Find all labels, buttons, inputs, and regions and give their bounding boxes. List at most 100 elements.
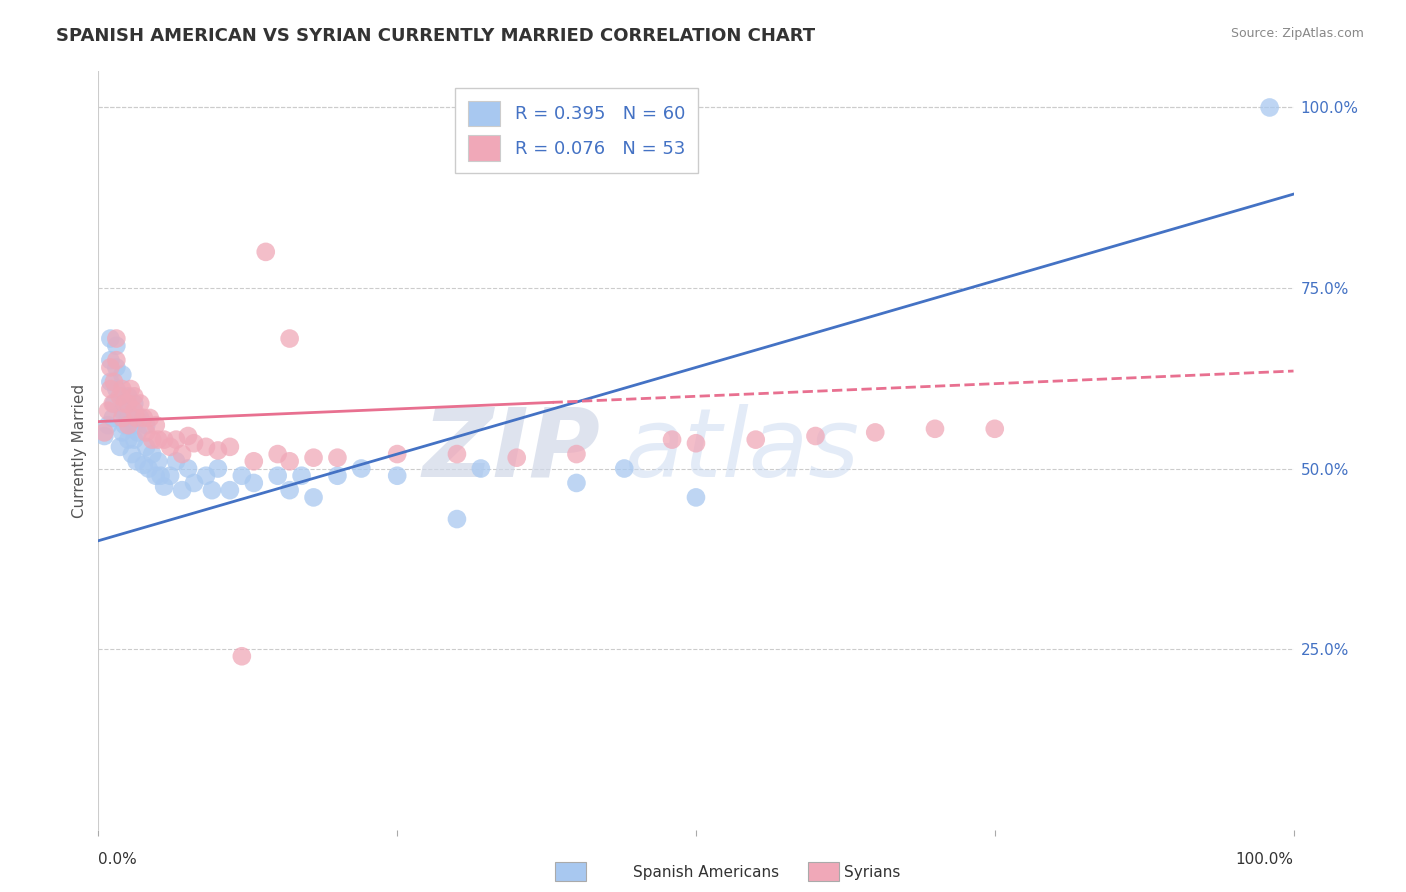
Point xyxy=(183,436,205,450)
Point xyxy=(470,461,492,475)
Point xyxy=(124,403,146,417)
Point xyxy=(103,375,125,389)
Point xyxy=(165,454,187,468)
Point xyxy=(219,483,242,498)
Point xyxy=(105,339,128,353)
Point xyxy=(105,353,128,368)
Point xyxy=(103,396,125,410)
Point xyxy=(661,433,683,447)
Point xyxy=(117,411,139,425)
Point xyxy=(111,382,134,396)
Point xyxy=(98,360,122,375)
Text: ZIP: ZIP xyxy=(422,404,600,497)
Point xyxy=(302,450,325,465)
Point xyxy=(385,468,409,483)
Point xyxy=(117,418,139,433)
Text: Syrians: Syrians xyxy=(844,865,900,880)
Point xyxy=(172,483,194,498)
Point xyxy=(685,436,707,450)
Point xyxy=(93,429,115,443)
Point xyxy=(114,418,136,433)
Point xyxy=(124,433,146,447)
Point xyxy=(506,450,529,465)
Point xyxy=(132,411,155,425)
Point xyxy=(93,425,115,440)
Point xyxy=(302,491,325,505)
Point xyxy=(231,468,253,483)
Point xyxy=(159,468,181,483)
Point xyxy=(101,396,124,410)
Point xyxy=(153,433,176,447)
Point xyxy=(115,403,138,417)
Point xyxy=(111,425,134,440)
Point xyxy=(183,475,205,490)
Point xyxy=(219,440,242,454)
Point xyxy=(149,468,172,483)
Point xyxy=(565,447,588,461)
Text: atlas: atlas xyxy=(624,404,859,497)
Text: 0.0%: 0.0% xyxy=(98,852,138,867)
Point xyxy=(446,512,468,526)
Point xyxy=(124,389,146,403)
Point xyxy=(195,468,218,483)
Point xyxy=(159,440,181,454)
Point xyxy=(111,411,134,425)
Point xyxy=(135,440,157,454)
Point xyxy=(243,454,266,468)
Point xyxy=(111,403,134,417)
Point xyxy=(98,332,122,346)
Point xyxy=(129,396,152,410)
Point xyxy=(127,425,149,440)
Point xyxy=(984,422,1007,436)
Point xyxy=(565,475,588,490)
Point xyxy=(120,382,142,396)
Point xyxy=(201,483,224,498)
Point xyxy=(1258,100,1281,114)
Point xyxy=(243,475,266,490)
Point xyxy=(254,244,277,259)
Point xyxy=(132,458,155,472)
Point xyxy=(278,483,301,498)
Point xyxy=(141,433,163,447)
Point xyxy=(114,396,136,410)
Point xyxy=(105,382,128,396)
Point xyxy=(111,368,134,382)
Point xyxy=(97,403,120,417)
Point xyxy=(865,425,887,440)
Point xyxy=(385,447,409,461)
Point xyxy=(153,479,176,493)
Point xyxy=(124,418,146,433)
Point xyxy=(125,411,148,425)
Point xyxy=(804,429,827,443)
Point xyxy=(278,454,301,468)
Text: Source: ZipAtlas.com: Source: ZipAtlas.com xyxy=(1230,27,1364,40)
Point xyxy=(177,461,200,475)
Point xyxy=(117,433,139,447)
Point xyxy=(141,447,163,461)
Legend: R = 0.395   N = 60, R = 0.076   N = 53: R = 0.395 N = 60, R = 0.076 N = 53 xyxy=(456,88,697,173)
Point xyxy=(124,396,146,410)
Point xyxy=(125,454,148,468)
Point xyxy=(117,396,139,410)
Point xyxy=(613,461,636,475)
Text: SPANISH AMERICAN VS SYRIAN CURRENTLY MARRIED CORRELATION CHART: SPANISH AMERICAN VS SYRIAN CURRENTLY MAR… xyxy=(56,27,815,45)
Point xyxy=(108,389,131,403)
Point xyxy=(129,411,152,425)
Point xyxy=(291,468,314,483)
Point xyxy=(145,418,167,433)
Point xyxy=(231,649,253,664)
Point xyxy=(685,491,707,505)
Point xyxy=(108,440,131,454)
Point xyxy=(135,425,157,440)
Point xyxy=(172,447,194,461)
Point xyxy=(350,461,373,475)
Point xyxy=(121,447,143,461)
Point xyxy=(267,468,290,483)
Point xyxy=(207,443,229,458)
Point xyxy=(97,418,120,433)
Point xyxy=(145,468,167,483)
Point xyxy=(267,447,290,461)
Point xyxy=(278,332,301,346)
Point xyxy=(139,411,162,425)
Point xyxy=(177,429,200,443)
